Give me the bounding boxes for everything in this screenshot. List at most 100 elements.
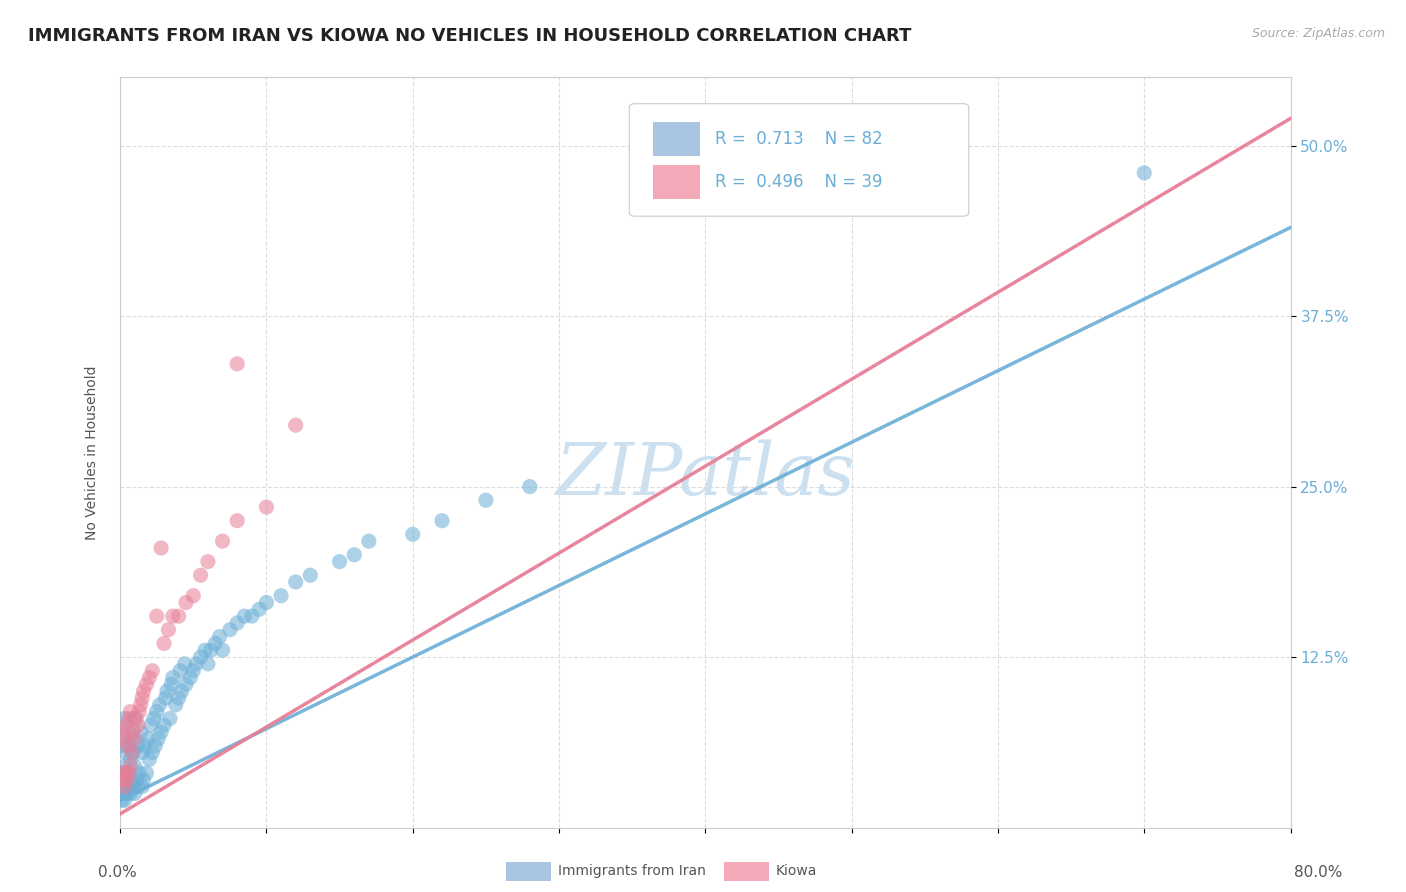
Point — [475, 493, 498, 508]
Point — [145, 705, 167, 719]
Point — [129, 698, 152, 712]
Point — [170, 684, 193, 698]
Text: R =  0.713    N = 82: R = 0.713 N = 82 — [714, 130, 883, 148]
Point — [118, 766, 141, 780]
Point — [159, 711, 181, 725]
Point — [153, 636, 176, 650]
Point — [153, 718, 176, 732]
Point — [211, 534, 233, 549]
Point — [141, 664, 163, 678]
Point — [197, 555, 219, 569]
Point — [114, 731, 136, 746]
Point — [132, 772, 155, 787]
Point — [165, 698, 187, 712]
Point — [270, 589, 292, 603]
Point — [115, 718, 138, 732]
Point — [124, 711, 146, 725]
Text: Immigrants from Iran: Immigrants from Iran — [558, 864, 706, 879]
Point — [124, 759, 146, 773]
Point — [121, 746, 143, 760]
Point — [114, 793, 136, 807]
Point — [149, 698, 172, 712]
Point — [218, 623, 240, 637]
Point — [357, 534, 380, 549]
Point — [125, 772, 148, 787]
Point — [117, 725, 139, 739]
Point — [136, 731, 159, 746]
Point — [121, 731, 143, 746]
Point — [134, 739, 156, 753]
Point — [122, 725, 145, 739]
Point — [120, 759, 142, 773]
Point — [162, 671, 184, 685]
Point — [430, 514, 453, 528]
Point — [127, 739, 149, 753]
Point — [131, 746, 153, 760]
Point — [118, 739, 141, 753]
Point — [125, 711, 148, 725]
Text: ZIPatlas: ZIPatlas — [555, 440, 855, 510]
Point — [194, 643, 217, 657]
Point — [120, 787, 142, 801]
Point — [124, 787, 146, 801]
Point — [117, 766, 139, 780]
Point — [190, 650, 212, 665]
Point — [114, 759, 136, 773]
Point — [167, 609, 190, 624]
Point — [157, 623, 180, 637]
Point — [138, 752, 160, 766]
Point — [299, 568, 322, 582]
Point — [174, 595, 197, 609]
Point — [256, 500, 278, 514]
Point — [122, 746, 145, 760]
Point — [150, 541, 173, 555]
Point — [233, 609, 256, 624]
Point — [139, 718, 162, 732]
Point — [118, 780, 141, 794]
FancyBboxPatch shape — [652, 165, 700, 199]
Point — [284, 575, 307, 590]
Point — [118, 711, 141, 725]
Point — [181, 664, 204, 678]
Point — [117, 787, 139, 801]
Point — [146, 731, 169, 746]
Point — [110, 766, 132, 780]
Point — [117, 739, 139, 753]
Point — [204, 636, 226, 650]
Point — [174, 677, 197, 691]
Point — [114, 780, 136, 794]
Point — [169, 664, 191, 678]
Point — [179, 671, 201, 685]
Text: 0.0%: 0.0% — [98, 865, 138, 880]
Point — [120, 705, 142, 719]
Text: Kiowa: Kiowa — [776, 864, 817, 879]
Point — [190, 568, 212, 582]
Point — [122, 780, 145, 794]
Point — [150, 725, 173, 739]
Point — [162, 609, 184, 624]
Point — [128, 766, 150, 780]
Point — [145, 609, 167, 624]
Point — [155, 690, 177, 705]
Point — [117, 772, 139, 787]
Point — [226, 357, 249, 371]
Point — [115, 746, 138, 760]
Point — [121, 772, 143, 787]
Point — [167, 690, 190, 705]
Point — [519, 479, 541, 493]
Point — [127, 718, 149, 732]
Point — [124, 731, 146, 746]
Point — [115, 780, 138, 794]
Point — [186, 657, 208, 671]
Point — [197, 657, 219, 671]
Point — [173, 657, 195, 671]
Y-axis label: No Vehicles in Household: No Vehicles in Household — [86, 365, 100, 540]
Text: R =  0.496    N = 39: R = 0.496 N = 39 — [714, 173, 882, 192]
Point — [160, 677, 183, 691]
Point — [112, 725, 135, 739]
FancyBboxPatch shape — [630, 103, 969, 216]
Point — [135, 766, 157, 780]
Point — [112, 787, 135, 801]
Point — [208, 630, 231, 644]
Point — [120, 752, 142, 766]
